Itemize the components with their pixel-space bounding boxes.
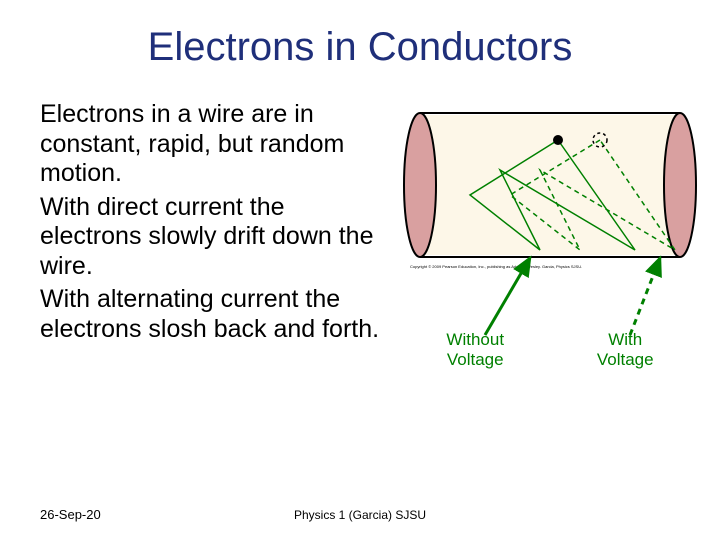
wire-body <box>420 115 680 255</box>
slide: Electrons in Conductors Electrons in a w… <box>0 0 720 540</box>
paragraph-2: With direct current the electrons slowly… <box>40 193 380 282</box>
body-text: Electrons in a wire are in constant, rap… <box>40 100 380 348</box>
figure-column: Copyright © 2009 Pearson Education, Inc.… <box>400 100 700 348</box>
caption-without-line2: Voltage <box>447 350 504 369</box>
figure-credit: Copyright © 2009 Pearson Education, Inc.… <box>410 264 582 269</box>
content-row: Electrons in a wire are in constant, rap… <box>40 100 680 348</box>
caption-with-line1: With <box>608 330 642 349</box>
caption-without-line1: Without <box>446 330 504 349</box>
caption-with-line2: Voltage <box>597 350 654 369</box>
slide-title: Electrons in Conductors <box>40 25 680 70</box>
footer-date: 26-Sep-20 <box>40 507 101 522</box>
caption-with-voltage: With Voltage <box>597 330 654 369</box>
paragraph-1: Electrons in a wire are in constant, rap… <box>40 100 380 189</box>
footer-center: Physics 1 (Garcia) SJSU <box>294 508 426 522</box>
p2-text: With direct current the electrons slowly… <box>40 193 373 280</box>
caption-without-voltage: Without Voltage <box>446 330 504 369</box>
paragraph-3: With alternating current the electrons s… <box>40 285 380 344</box>
slide-footer: 26-Sep-20 Physics 1 (Garcia) SJSU <box>40 507 680 522</box>
p3-text: With alternating current the electrons s… <box>40 285 379 343</box>
figure-captions: Without Voltage With Voltage <box>400 330 700 369</box>
wire-diagram: Copyright © 2009 Pearson Education, Inc.… <box>400 100 700 270</box>
p1-text: Electrons in a wire are in constant, rap… <box>40 100 344 187</box>
electron-solid <box>553 135 563 145</box>
